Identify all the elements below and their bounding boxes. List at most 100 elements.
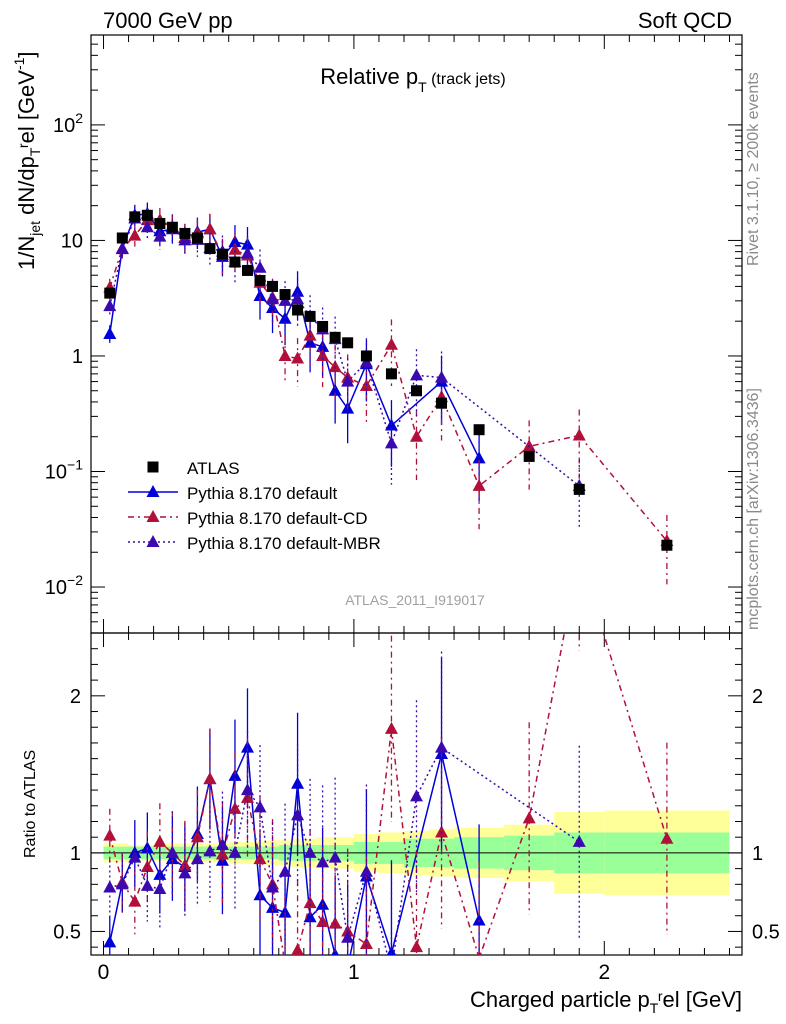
ratio-y-tick-label: 0.5 [53, 921, 81, 943]
data-point [360, 350, 372, 362]
data-point [178, 866, 192, 879]
y-tick-label: 102 [53, 110, 83, 137]
data-point [342, 337, 354, 349]
data-point [304, 310, 316, 322]
data-point [435, 825, 449, 838]
data-point [228, 234, 242, 247]
y-tick-label: 10 [61, 230, 83, 252]
data-point [240, 246, 254, 259]
data-point [303, 910, 317, 923]
data-point [291, 351, 305, 364]
data-point [436, 397, 448, 409]
data-point [154, 218, 166, 230]
legend-label: ATLAS [187, 459, 240, 478]
legend-marker [146, 535, 160, 547]
main-series-atlas [104, 209, 673, 551]
data-point [477, 951, 482, 955]
ratio-y-tick-label: 1 [70, 843, 81, 865]
data-point [153, 229, 167, 242]
data-point [303, 896, 317, 909]
data-point [291, 292, 305, 305]
ratio-y-tick-label-right: 2 [752, 686, 763, 708]
y-tick-label: 10−1 [45, 456, 83, 483]
data-point [411, 385, 422, 397]
ratio-y-tick-label-right: 1 [752, 843, 763, 865]
data-point [190, 852, 204, 865]
data-point [203, 844, 217, 857]
data-point [254, 274, 266, 286]
data-point [291, 808, 305, 821]
data-point [384, 337, 398, 350]
data-point [253, 289, 267, 302]
data-point [435, 370, 449, 383]
data-point [129, 211, 141, 223]
data-point [329, 331, 341, 343]
legend-label: Pythia 8.170 default-CD [187, 509, 368, 528]
data-point [410, 940, 423, 953]
data-point [253, 852, 267, 865]
data-point [166, 221, 178, 233]
data-point [266, 292, 280, 305]
data-point [573, 547, 586, 559]
data-point [316, 855, 330, 868]
ratio-line-default [109, 747, 480, 955]
data-point [140, 220, 154, 233]
main-line-default [109, 213, 480, 459]
data-point [228, 845, 242, 858]
main-series-mbr [103, 207, 586, 530]
data-point [253, 800, 267, 813]
data-point [359, 864, 373, 877]
ratio-frame [90, 632, 743, 956]
data-point [128, 894, 142, 907]
data-point [292, 304, 304, 316]
x-axis-label: Charged particle pTrel [GeV] [470, 987, 742, 1016]
main-line-cd [109, 219, 668, 542]
data-point [573, 483, 585, 495]
data-point [229, 256, 241, 268]
data-point [328, 383, 342, 396]
data-point [316, 348, 330, 361]
legend-label: Pythia 8.170 default-MBR [187, 534, 381, 553]
data-point [435, 740, 449, 753]
data-point [472, 451, 486, 464]
legend-label: Pythia 8.170 default [187, 484, 338, 503]
data-point [303, 845, 317, 858]
data-point [165, 845, 179, 858]
data-point [661, 539, 673, 551]
data-point [140, 878, 154, 891]
data-point [291, 943, 304, 955]
data-point [410, 429, 423, 442]
data-point [328, 850, 342, 863]
process-label: Soft QCD [637, 8, 732, 33]
y-tick-label: 10−2 [45, 572, 83, 599]
y-tick-label: 1 [72, 346, 83, 368]
data-point [178, 233, 192, 246]
data-point [278, 905, 292, 918]
data-point [115, 877, 129, 890]
data-point [359, 937, 373, 950]
data-point [278, 864, 292, 877]
data-point [141, 209, 153, 221]
data-point [523, 450, 535, 462]
data-point [328, 916, 342, 929]
x-tick-label: 1 [348, 961, 360, 984]
data-point [660, 831, 674, 844]
data-point [328, 360, 342, 373]
energy-label: 7000 GeV pp [103, 8, 233, 33]
data-point [410, 789, 423, 802]
data-point [241, 264, 253, 276]
data-point [472, 478, 486, 491]
data-point [341, 930, 355, 943]
data-point [204, 243, 216, 255]
x-tick-label: 0 [98, 961, 110, 984]
data-point [103, 299, 117, 312]
data-point [522, 811, 536, 824]
data-point [153, 882, 167, 895]
legend-item-mbr [128, 535, 178, 547]
data-point [472, 913, 486, 926]
data-point [116, 232, 128, 244]
data-point [473, 424, 485, 436]
data-point [228, 768, 242, 781]
data-point [386, 946, 397, 955]
